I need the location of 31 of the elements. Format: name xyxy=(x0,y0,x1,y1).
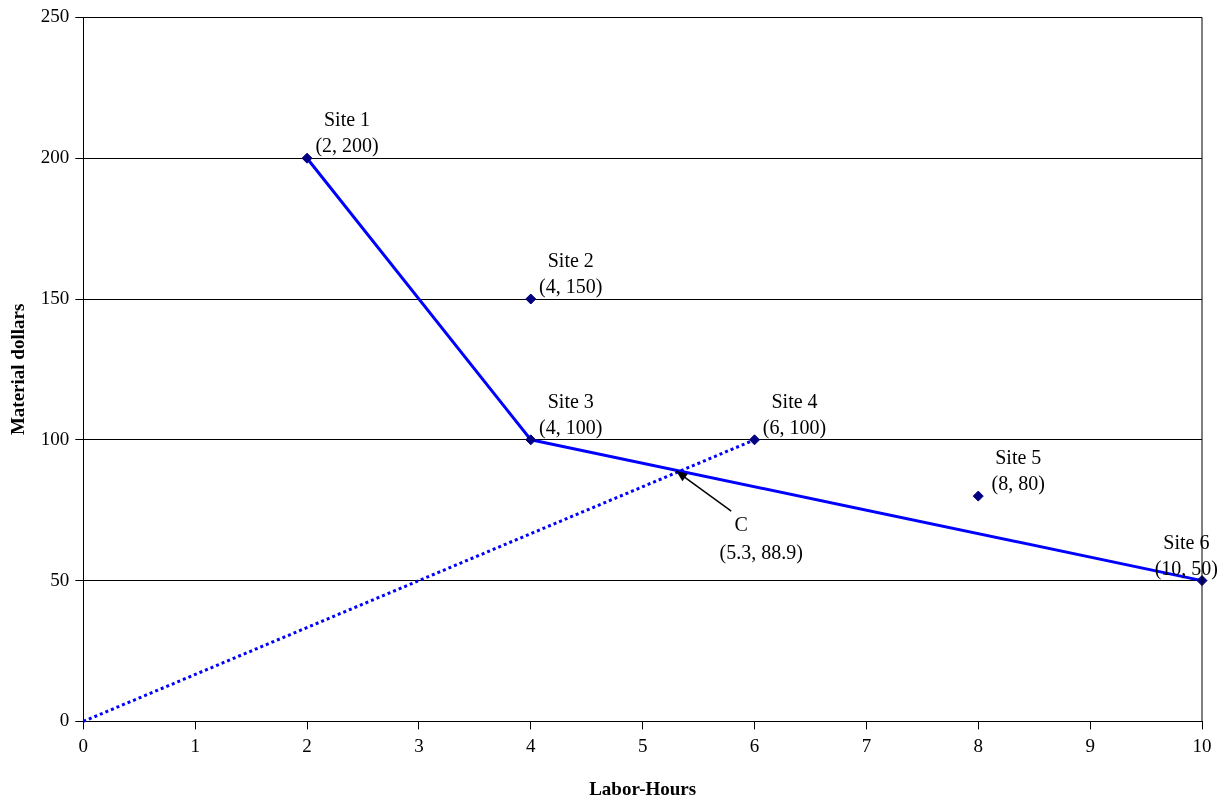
x-axis-title: Labor-Hours xyxy=(589,777,697,799)
point xyxy=(972,490,984,502)
x-tick-label: 8 xyxy=(973,734,984,756)
annotation: Site 3 (4, 100) xyxy=(539,389,603,439)
x-tick-label: 4 xyxy=(526,734,537,756)
x-tick-label: 6 xyxy=(749,734,760,756)
y-tick-label: 50 xyxy=(50,568,70,590)
y-tick-label: 150 xyxy=(40,286,70,308)
annotation: Site 2 (4, 150) xyxy=(539,249,603,298)
y-tick-label: 0 xyxy=(59,709,70,731)
y-axis-title: Material dollars xyxy=(7,303,29,436)
x-tick-label: 7 xyxy=(861,734,872,756)
annotation: Site 4 (6, 100) xyxy=(762,389,827,439)
y-tick-label: 100 xyxy=(40,427,70,449)
x-tick-label: 1 xyxy=(190,734,200,756)
annotation: Site 6 (10, 50) xyxy=(1154,530,1218,580)
y-tick-label: 200 xyxy=(40,146,70,168)
annotation: Site 1 (2, 200) xyxy=(315,108,379,158)
x-tick-label: 10 xyxy=(1192,734,1212,756)
y-tick-label: 250 xyxy=(40,5,70,27)
point xyxy=(749,434,761,446)
point xyxy=(525,293,537,305)
x-tick-label: 0 xyxy=(78,734,89,756)
annotation: Site 5 (8, 80) xyxy=(991,446,1045,496)
annotation: C (5.3, 88.9) xyxy=(719,513,803,565)
point xyxy=(525,434,537,446)
x-tick-label: 3 xyxy=(414,734,424,756)
x-tick-label: 2 xyxy=(302,734,312,756)
x-tick-label: 9 xyxy=(1085,734,1095,756)
point xyxy=(301,152,313,164)
x-tick-label: 5 xyxy=(637,734,648,756)
